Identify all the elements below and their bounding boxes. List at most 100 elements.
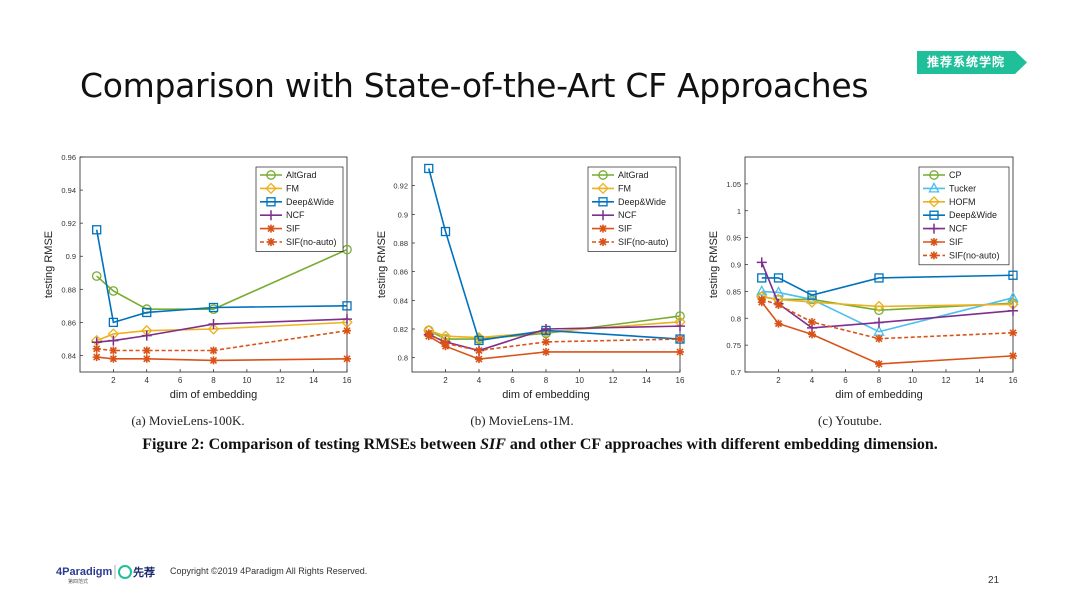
data-point [91, 271, 102, 281]
legend-marker [598, 197, 608, 207]
data-point [343, 354, 351, 363]
x-tick-label: 8 [544, 376, 549, 385]
x-tick-label: 2 [776, 376, 781, 385]
legend-marker [597, 182, 609, 195]
legend-box [255, 166, 344, 252]
series-line [761, 295, 1014, 308]
legend-marker [265, 182, 277, 195]
legend-marker [928, 182, 940, 193]
data-point [1009, 351, 1017, 360]
y-tick-label: 0.92 [61, 219, 76, 228]
legend-marker [929, 210, 939, 220]
data-point [1009, 328, 1017, 337]
legend-marker [266, 197, 276, 207]
x-tick-label: 14 [975, 376, 984, 385]
subfigure-caption: (a) MovieLens-100K. [131, 413, 244, 428]
subfigure-caption: (c) Youtube. [818, 413, 882, 428]
data-point [875, 334, 883, 343]
data-point [875, 359, 883, 368]
legend-marker [267, 224, 275, 233]
legend-marker [930, 251, 938, 260]
data-point [808, 318, 816, 327]
chart-panel-1: 2 4 6 8 10 12 14 16 0.84 0.86 0.88 0.9 0.92 0.94 0.96 d… [43, 153, 353, 428]
chart-panel-2: 2 4 6 8 10 12 14 16 0.8 0.82 0.84 0.86 0.88 0.9 0.92 di… [376, 156, 686, 428]
legend-entry: SIF(no-auto) [618, 237, 669, 247]
legend-entry: SIF [949, 237, 964, 247]
data-point [109, 354, 118, 363]
data-point [873, 300, 885, 313]
chart-panel-3: 2 4 6 8 10 12 14 16 0.7 0.75 0.8 0.85 0.9 0.95 1 1.05 di… [708, 156, 1019, 428]
data-point [675, 321, 685, 332]
data-point [209, 356, 218, 365]
data-point [756, 257, 767, 268]
page-title: Comparison with State-of-the-Art CF Appr… [80, 66, 869, 105]
company-logo: 4Paradigm 第四范式 先荐 [56, 565, 155, 585]
page-number: 21 [988, 575, 1000, 586]
logo-xianjian-text: 先荐 [133, 565, 155, 579]
data-point [207, 323, 220, 335]
data-point [1008, 305, 1018, 316]
data-point [424, 163, 434, 174]
legend-entry: SIF(no-auto) [949, 250, 1000, 260]
legend-marker [928, 196, 940, 208]
x-tick-label: 10 [242, 376, 251, 385]
y-tick-label: 0.96 [61, 153, 76, 162]
x-tick-label: 4 [145, 376, 150, 385]
data-point [108, 335, 119, 346]
y-tick-label: 0.7 [731, 368, 741, 377]
legend-entry: AltGrad [286, 170, 317, 180]
subfigure-caption: (b) MovieLens-1M. [470, 413, 573, 428]
legend-marker [930, 238, 938, 246]
x-tick-label: 10 [908, 376, 917, 385]
y-axis-label: testing RMSE [376, 231, 388, 298]
x-tick-label: 10 [575, 376, 584, 385]
series-line [96, 248, 348, 310]
badge-shape [917, 51, 1027, 74]
x-tick-label: 6 [178, 376, 183, 385]
x-tick-label: 2 [111, 376, 116, 385]
legend-entry: Deep&Wide [618, 197, 666, 207]
data-point [475, 355, 483, 364]
figure-caption: Figure 2: Comparison of testing RMSEs be… [0, 436, 1080, 454]
data-point [142, 307, 152, 318]
header-badge: 推荐系统学院 [917, 51, 1027, 74]
series-line [427, 168, 681, 342]
x-tick-label: 12 [276, 376, 285, 385]
data-point [676, 347, 684, 356]
data-point [757, 295, 766, 304]
data-point [1008, 270, 1018, 280]
data-point [342, 314, 352, 325]
series-line [761, 274, 1014, 296]
legend-marker [266, 210, 276, 221]
y-tick-label: 0.84 [393, 296, 408, 305]
y-tick-label: 0.9 [66, 252, 76, 261]
data-point [874, 273, 884, 283]
legend-entry: SIF(no-auto) [286, 237, 337, 247]
y-tick-label: 1.05 [726, 180, 741, 189]
legend-entry: FM [618, 183, 631, 193]
x-tick-label: 8 [877, 376, 882, 385]
y-tick-label: 0.92 [393, 182, 408, 191]
data-point [874, 317, 884, 328]
xianjian-logo-icon [118, 565, 132, 579]
x-tick-label: 6 [843, 376, 848, 385]
legend-marker [598, 170, 608, 180]
legend-entry: NCF [949, 224, 968, 234]
data-point [92, 353, 101, 362]
legend-entry: Deep&Wide [286, 197, 334, 207]
data-point [208, 319, 219, 330]
data-point [541, 324, 551, 334]
data-point [772, 286, 785, 297]
data-point [92, 344, 101, 353]
badge-label: 推荐系统学院 [926, 55, 1005, 69]
data-point [108, 286, 119, 296]
y-tick-label: 0.8 [398, 354, 408, 363]
logo-4paradigm-sub: 第四范式 [68, 578, 88, 585]
y-tick-label: 0.9 [731, 261, 741, 270]
data-point [109, 346, 118, 355]
x-axis-label: dim of embedding [835, 389, 922, 401]
copyright-text: Copyright ©2019 4Paradigm All Rights Res… [170, 566, 368, 576]
y-axis-label: testing RMSE [43, 231, 55, 298]
legend-marker [929, 170, 939, 180]
